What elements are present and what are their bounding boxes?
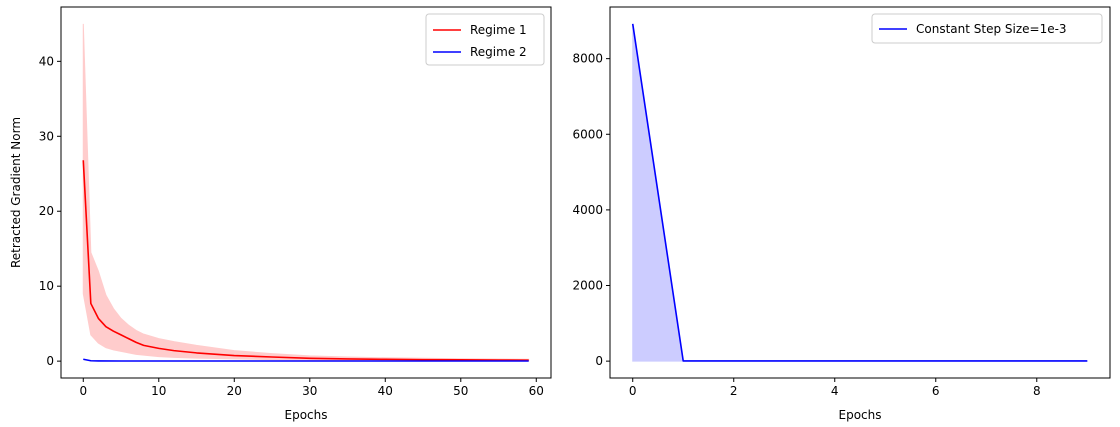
left-y-tick-label: 40 [39,54,54,68]
right-band-constant-step-size-1e-3 [632,23,1088,362]
left-axes-frame [60,6,552,379]
right-confidence-band-layer [632,23,1088,362]
left-y-ticks: 0 10 20 30 40 [39,54,61,368]
right-legend-box [871,13,1103,44]
right-series-lines-layer [631,23,1088,362]
left-subplot: 0 10 20 30 40 50 60 0 10 20 30 40 Epochs Retracted… [9,6,552,422]
left-x-ticks: 0 10 20 30 40 50 60 [79,378,544,398]
left-x-tick-label: 40 [378,384,393,398]
left-y-axis-label: Retracted Gradient Norm [9,117,23,268]
left-y-tick-label: 30 [39,129,54,143]
left-x-tick-label: 10 [151,384,166,398]
left-x-tick-label: 30 [302,384,317,398]
right-line-constant-step-size-1e-3 [631,23,1088,362]
left-band-regime-1 [82,23,530,362]
left-line-regime-1 [82,160,529,361]
right-legend-label-constant-step: Constant Step Size=1e-3 [916,22,1067,36]
left-y-tick-label: 20 [39,204,54,218]
right-y-tick-label: 4000 [572,203,603,217]
left-x-tick-label: 0 [79,384,87,398]
right-x-tick-label: 4 [831,384,839,398]
right-axes-frame [609,6,1111,379]
left-y-tick-label: 0 [46,354,54,368]
right-x-axis-label: Epochs [839,408,882,422]
right-x-ticks: 0 2 4 6 8 [629,378,1041,398]
left-legend: Regime 1 Regime 2 [425,13,545,66]
right-legend: Constant Step Size=1e-3 [871,13,1103,44]
left-x-tick-label: 60 [529,384,544,398]
right-y-tick-label: 0 [595,354,603,368]
right-y-tick-label: 8000 [572,52,603,66]
left-y-tick-label: 10 [39,279,54,293]
left-x-axis-label: Epochs [285,408,328,422]
right-subplot: 0 2 4 6 8 0 2000 4000 6000 8000 Epochs Constant … [572,6,1111,422]
right-y-ticks: 0 2000 4000 6000 8000 [572,52,610,368]
right-x-tick-label: 8 [1033,384,1041,398]
right-y-tick-label: 2000 [572,279,603,293]
left-line-regime-2 [83,358,529,362]
left-x-tick-label: 20 [227,384,242,398]
right-y-tick-label: 6000 [572,127,603,141]
left-confidence-band-layer [82,23,530,362]
left-legend-label-regime-1: Regime 1 [470,23,527,37]
left-series-lines-layer [82,160,529,362]
right-x-tick-label: 6 [932,384,940,398]
right-x-tick-label: 2 [730,384,738,398]
left-x-tick-label: 50 [453,384,468,398]
right-x-tick-label: 0 [629,384,637,398]
left-legend-label-regime-2: Regime 2 [470,45,527,59]
